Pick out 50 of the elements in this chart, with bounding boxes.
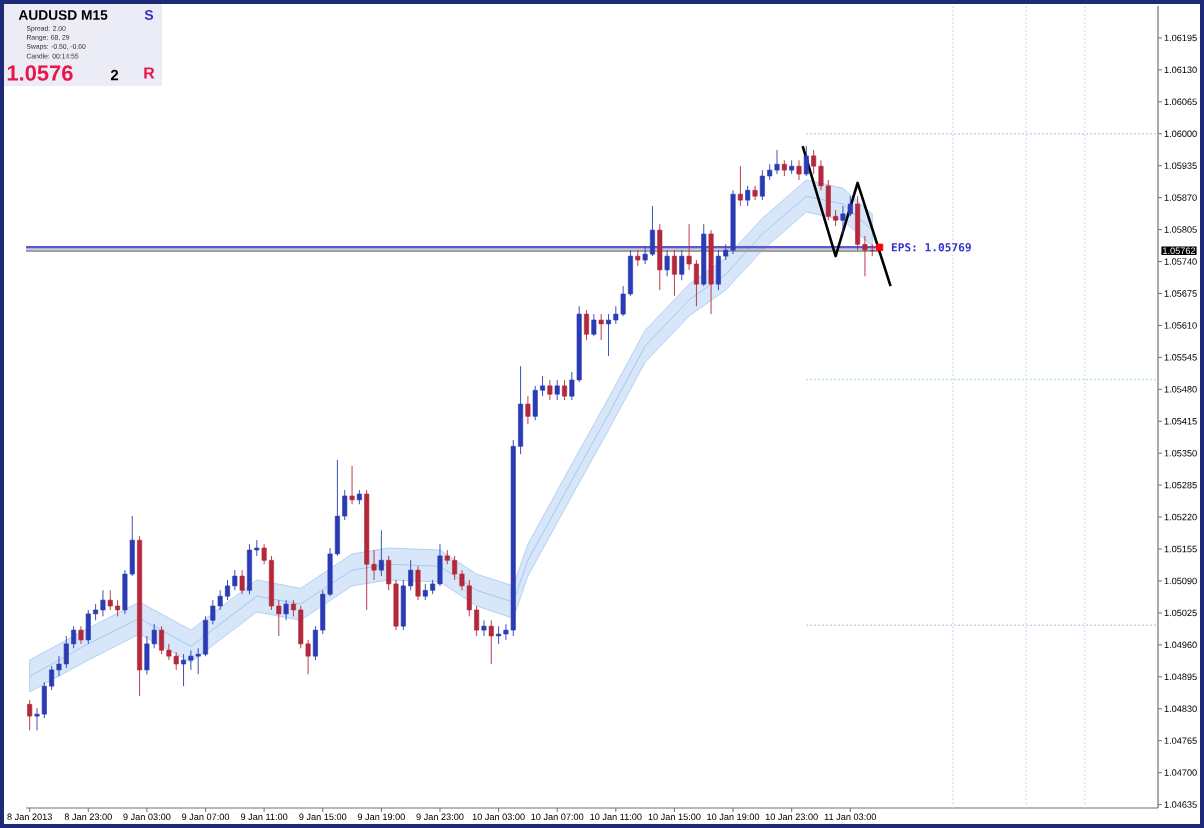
candlestick xyxy=(349,465,355,505)
candlestick xyxy=(606,313,611,357)
candlestick xyxy=(671,249,677,297)
candlestick xyxy=(225,579,230,601)
candlestick xyxy=(232,569,238,591)
candlestick xyxy=(547,379,553,401)
candlestick xyxy=(562,379,568,401)
candlestick xyxy=(437,543,443,587)
candlestick xyxy=(452,555,458,581)
candlestick xyxy=(679,249,685,281)
candlestick xyxy=(759,169,765,201)
candlestick xyxy=(657,223,663,291)
line-series xyxy=(801,144,892,288)
candlestick xyxy=(239,569,245,595)
candlestick xyxy=(100,589,106,617)
candlestick xyxy=(85,609,91,645)
candlestick xyxy=(796,159,802,181)
candlestick xyxy=(591,313,597,337)
candlestick xyxy=(481,619,487,637)
candlestick xyxy=(554,379,560,401)
candlestick xyxy=(855,195,861,251)
candlestick xyxy=(107,589,113,611)
candlestick xyxy=(181,653,187,687)
candlestick xyxy=(869,243,875,257)
candlestick xyxy=(415,565,421,601)
candlestick xyxy=(532,385,538,421)
candlestick xyxy=(488,619,494,665)
candlestick xyxy=(144,635,150,675)
candlestick xyxy=(63,635,69,669)
candlestick xyxy=(664,249,670,277)
candlestick xyxy=(159,625,165,655)
candlestick xyxy=(752,185,758,201)
candlestick xyxy=(649,205,655,257)
candlestick xyxy=(693,259,699,307)
candlestick xyxy=(745,185,751,207)
candlestick xyxy=(378,529,384,577)
candlestick xyxy=(737,165,743,207)
candlestick xyxy=(27,699,33,731)
candlestick xyxy=(246,543,252,595)
candlestick xyxy=(283,599,289,621)
annotation: 1.0576 xyxy=(7,65,73,81)
candlestick xyxy=(584,309,590,341)
candlestick xyxy=(525,395,531,425)
candlestick xyxy=(715,249,721,291)
candlestick xyxy=(598,313,604,341)
candlestick xyxy=(268,555,274,611)
candlestick xyxy=(840,205,846,235)
candlestick xyxy=(774,149,780,175)
candlestick xyxy=(188,649,194,671)
candlestick xyxy=(803,145,809,177)
